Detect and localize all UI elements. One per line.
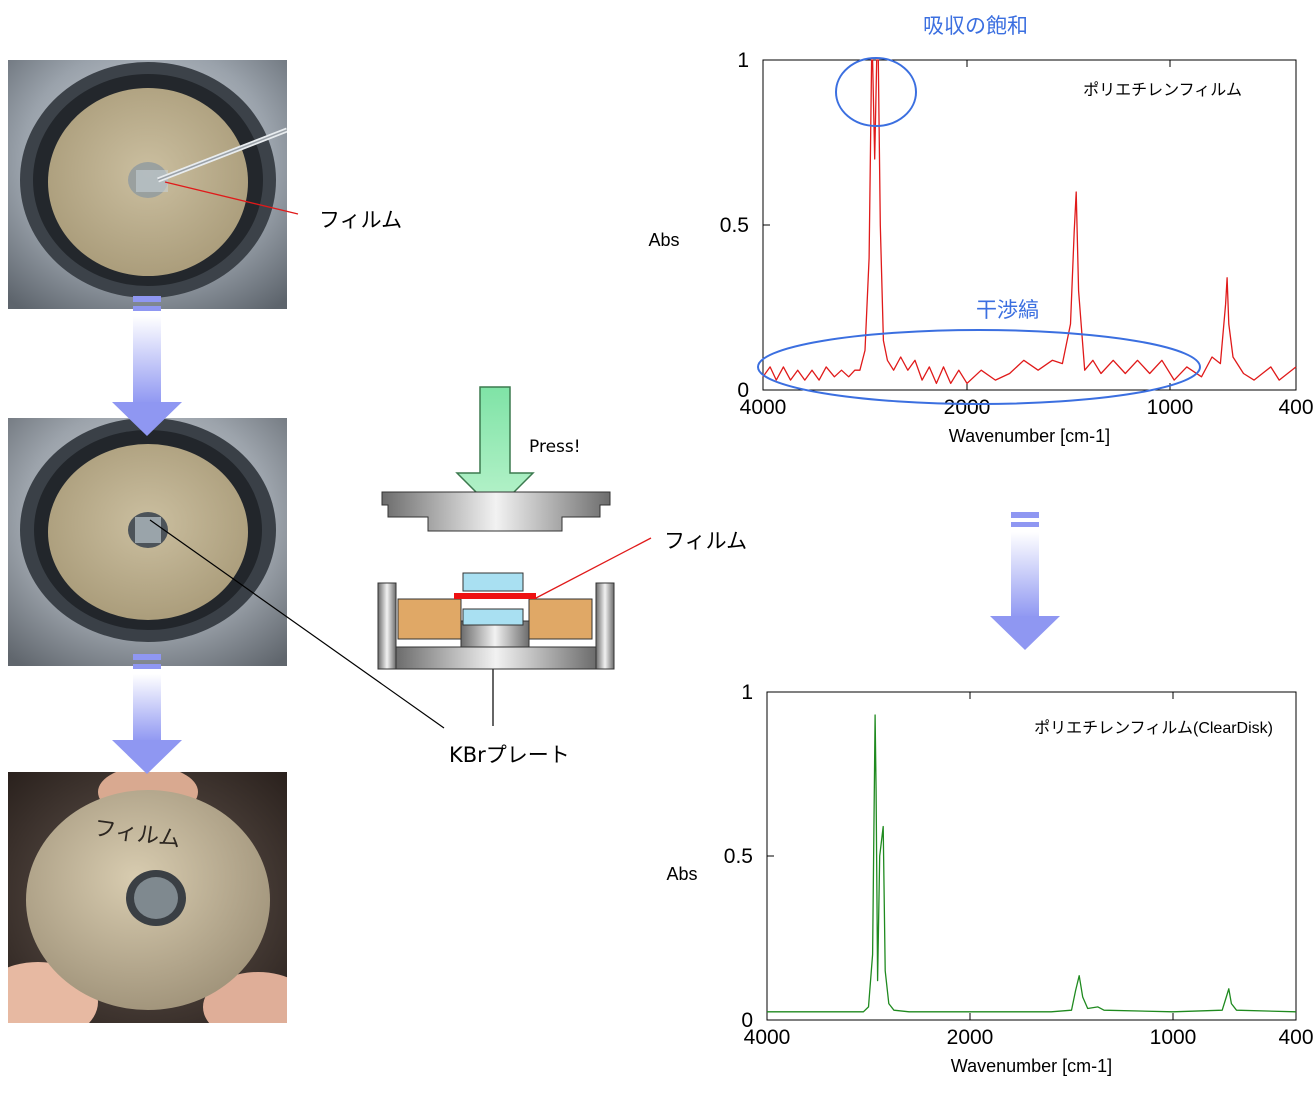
saturation-ellipse [835, 57, 917, 127]
film-label-top: フィルム [319, 208, 403, 232]
press-diagram [377, 386, 615, 670]
y-tick-label: 0.5 [720, 214, 749, 237]
photo-film-on-plate [8, 60, 287, 309]
y-tick-label: 0 [737, 379, 749, 402]
spectrum-line [767, 714, 1297, 1013]
x-tick-label: 4000 [744, 1026, 791, 1049]
film-label-press: フィルム [664, 529, 748, 553]
x-tick-label: 400 [1278, 396, 1313, 419]
down-arrow-2 [112, 654, 182, 774]
chart-title: ポリエチレンフィルム [1083, 81, 1242, 99]
y-tick-label: 0.5 [724, 845, 753, 868]
x-tick-label: 400 [1278, 1026, 1313, 1049]
plot-frame [762, 59, 1297, 391]
chart-title: ポリエチレンフィルム(ClearDisk) [1034, 719, 1273, 737]
x-axis-label: Wavenumber [cm-1] [949, 426, 1110, 446]
x-tick-label: 1000 [1147, 396, 1194, 419]
y-tick-label: 1 [741, 681, 753, 704]
y-tick-label: 1 [737, 49, 749, 72]
photo-finished-disk: フィルム [8, 772, 287, 1023]
x-tick-label: 1000 [1150, 1026, 1197, 1049]
x-axis-label: Wavenumber [cm-1] [951, 1056, 1112, 1076]
x-tick-label: 4000 [740, 396, 787, 419]
press-label: Press! [529, 437, 581, 457]
down-arrow-1 [112, 296, 182, 436]
x-tick-label: 2000 [944, 396, 991, 419]
y-tick-label: 0 [741, 1009, 753, 1032]
down-arrow-charts [990, 512, 1060, 650]
saturation-label: 吸収の飽和 [923, 14, 1028, 38]
kbr-plate-label: KBrプレート [449, 743, 570, 767]
y-axis-label: Abs [666, 864, 697, 884]
spectrum-line [762, 59, 1297, 385]
y-axis-label: Abs [648, 230, 679, 250]
photo-film-pressed [8, 418, 287, 666]
interference-label: 干渉縞 [976, 298, 1039, 322]
x-tick-label: 2000 [947, 1026, 994, 1049]
plot-frame [766, 691, 1297, 1021]
interference-ellipse [757, 329, 1201, 405]
